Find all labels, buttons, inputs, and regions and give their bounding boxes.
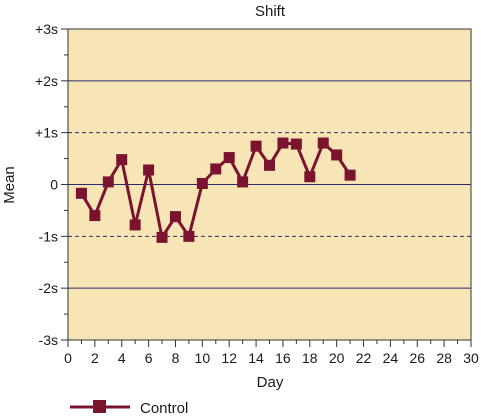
x-tick-label: 4 — [118, 350, 126, 366]
x-tick-label: 30 — [463, 350, 479, 366]
legend-marker — [93, 400, 106, 413]
series-control — [75, 137, 356, 243]
data-point — [75, 187, 87, 199]
x-tick-label: 0 — [64, 350, 72, 366]
x-tick-label: 2 — [91, 350, 99, 366]
y-axis-title: Mean — [1, 166, 18, 204]
data-point — [317, 137, 329, 149]
chart-title: Shift — [255, 3, 286, 20]
x-tick-label: 8 — [172, 350, 180, 366]
x-tick-label: 28 — [436, 350, 452, 366]
data-point — [250, 140, 262, 152]
y-tick-label: 0 — [50, 177, 58, 193]
data-point — [237, 176, 249, 188]
data-point — [183, 230, 195, 242]
y-tick-label: +2s — [35, 73, 58, 89]
x-tick-label: 16 — [275, 350, 291, 366]
y-tick-label: +1s — [35, 125, 58, 141]
data-point — [156, 231, 168, 243]
y-tick-label: -1s — [39, 228, 58, 244]
legend-label-control: Control — [140, 400, 188, 417]
data-point — [264, 159, 275, 171]
y-axis-ticks: +3s +2s +1s 0 -1s -2s -3s — [35, 21, 68, 348]
data-point — [116, 154, 128, 166]
data-point — [223, 152, 235, 164]
x-tick-label: 12 — [221, 350, 237, 366]
x-axis-ticks: 0 2 4 6 8 10 12 14 16 18 20 22 24 26 28 30 — [64, 340, 479, 366]
data-point — [331, 149, 343, 161]
data-point — [210, 163, 222, 175]
x-tick-label: 10 — [195, 350, 211, 366]
x-tick-label: 14 — [248, 350, 264, 366]
data-point — [143, 164, 155, 176]
data-point — [89, 210, 101, 222]
x-axis-title: Day — [257, 374, 284, 391]
data-point — [196, 177, 208, 189]
x-tick-label: 20 — [329, 350, 345, 366]
y-tick-label: +3s — [35, 21, 58, 37]
x-tick-label: 6 — [145, 350, 153, 366]
data-point — [304, 171, 316, 183]
x-tick-label: 24 — [383, 350, 399, 366]
x-tick-label: 22 — [356, 350, 372, 366]
x-tick-label: 18 — [302, 350, 318, 366]
data-point — [290, 138, 302, 150]
data-point — [169, 211, 181, 223]
legend: Control — [70, 400, 188, 417]
x-tick-label: 26 — [409, 350, 425, 366]
data-point — [277, 137, 289, 149]
data-point — [102, 176, 114, 188]
data-point — [344, 169, 356, 181]
y-tick-label: -2s — [39, 280, 58, 296]
data-point — [129, 219, 141, 231]
grid-lines — [68, 80, 471, 289]
y-tick-label: -3s — [39, 332, 58, 348]
